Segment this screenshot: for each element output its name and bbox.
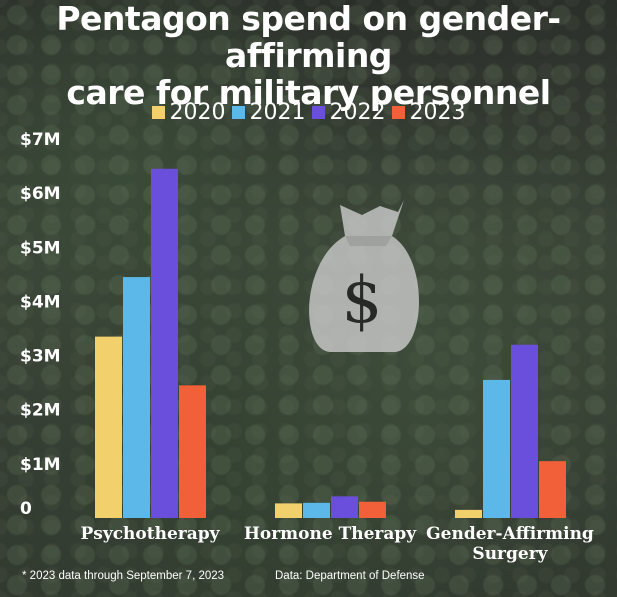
y-tick-label: $6M	[20, 184, 61, 204]
legend-label: 2020	[169, 100, 226, 125]
y-tick-label: $2M	[20, 401, 61, 421]
bar-2020	[275, 503, 302, 518]
bar-2021	[483, 379, 510, 518]
svg-text:$: $	[342, 264, 383, 338]
legend-item-2020: 2020	[151, 100, 226, 125]
legend-label: 2021	[249, 100, 306, 125]
legend-swatch	[231, 106, 245, 119]
legend-label: 2022	[329, 100, 386, 125]
legend-swatch	[151, 106, 165, 119]
legend-item-2022: 2022	[311, 100, 386, 125]
legend-swatch	[391, 106, 405, 119]
category-label: Surgery	[472, 544, 548, 564]
bar-2021	[303, 502, 330, 518]
category-label: Hormone Therapy	[244, 524, 417, 544]
y-tick-label: $4M	[20, 292, 61, 312]
category-label: Psychotherapy	[80, 524, 220, 544]
category-label: Gender-Affirming	[426, 524, 594, 544]
legend-item-2021: 2021	[231, 100, 306, 125]
legend: 2020 2021 2022 2023	[0, 100, 617, 125]
bar-2023	[179, 385, 206, 518]
legend-swatch	[311, 106, 325, 119]
bar-2020	[95, 336, 122, 518]
chart-title: Pentagon spend on gender-affirming care …	[0, 0, 617, 111]
y-tick-label: $1M	[20, 455, 61, 475]
source-note: Data: Department of Defense	[275, 570, 425, 582]
legend-label: 2023	[409, 100, 466, 125]
title-line-2: care for military personnel	[66, 73, 551, 112]
bar-2021	[123, 277, 150, 518]
title-line-1: Pentagon spend on gender-affirming	[56, 0, 561, 75]
bar-2022	[511, 344, 538, 518]
bar-2022	[331, 496, 358, 518]
money-bag-icon: $	[309, 200, 420, 352]
bar-2023	[359, 501, 386, 518]
y-tick-label: $5M	[20, 238, 61, 258]
y-tick-label: $3M	[20, 347, 61, 367]
legend-item-2023: 2023	[391, 100, 466, 125]
y-tick-label: 0	[20, 499, 32, 519]
y-tick-label: $7M	[20, 130, 61, 150]
bar-2022	[151, 168, 178, 518]
footnote: * 2023 data through September 7, 2023	[22, 570, 225, 582]
bar-2020	[455, 509, 482, 518]
bar-2023	[539, 461, 566, 518]
